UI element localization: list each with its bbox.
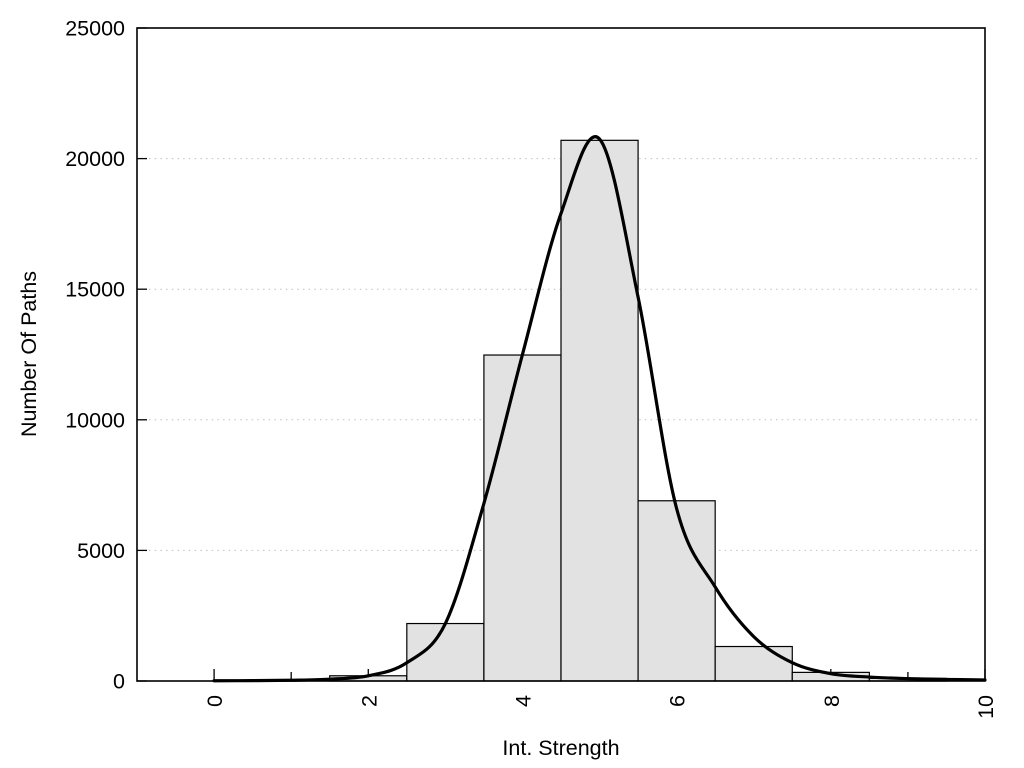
x-tick-label: 6 [666,695,690,707]
y-tick-label: 5000 [77,539,125,563]
x-axis-title: Int. Strength [502,736,619,760]
y-tick-label: 10000 [65,408,125,432]
histogram-bar [714,645,793,682]
density-curve [212,135,987,683]
x-tick-label: 0 [203,695,227,707]
plot-frame [136,27,986,682]
x-tick-label: 10 [974,695,998,719]
histogram-bar [406,622,485,682]
y-tick-label: 20000 [65,147,125,171]
histogram-bar [560,139,639,682]
histogram-bar [483,354,562,682]
y-tick-label: 0 [113,670,125,694]
y-tick-labels: 0 5000 10000 15000 20000 25000 [65,17,125,694]
histogram-bar [637,500,716,682]
histogram-bars [329,139,948,682]
x-tick-label: 4 [511,695,535,707]
x-tick-labels: 0 2 4 6 8 10 [203,695,998,719]
x-tick-label: 2 [357,695,381,707]
y-tick-label: 15000 [65,278,125,302]
y-axis-title: Number Of Paths [17,271,41,437]
y-tick-label: 25000 [65,17,125,41]
x-tick-label: 8 [820,695,844,707]
